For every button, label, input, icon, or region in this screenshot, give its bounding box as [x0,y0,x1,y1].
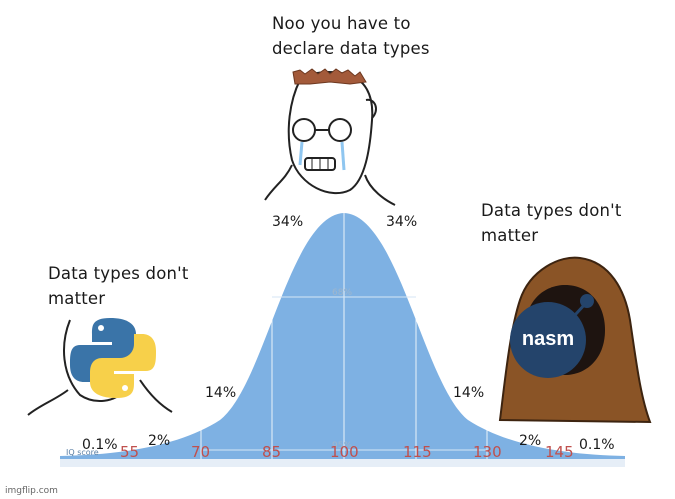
top-caption: Noo you have to declare data types [272,14,430,58]
axis-strip [60,459,625,467]
pct-left-14: 14% [205,385,237,401]
python-logo-icon [70,318,156,398]
pct-center-68: 68% [332,288,353,298]
pct-left-tail: 0.1% [82,437,118,453]
iq-tick-130: 130 [473,443,502,461]
iq-tick-70: 70 [191,443,211,461]
iq-tick-100: 100 [330,443,359,461]
pct-right-34: 34% [386,214,418,230]
iq-tick-85: 85 [262,443,282,461]
left-caption: Data types don't matter [48,264,189,308]
bell-curve-fill [60,213,625,467]
pct-left-34: 34% [272,214,304,230]
pct-right-2: 2% [519,433,542,449]
watermark: imgflip.com [5,486,58,496]
axis-label: IQ score [66,448,99,457]
pct-left-2: 2% [148,433,171,449]
crying-wojak-figure [264,68,396,206]
pct-center-95: 95% [332,441,353,451]
pct-right-14: 14% [453,385,485,401]
nasm-logo-icon [510,294,594,378]
iq-tick-145: 145 [545,443,574,461]
pct-right-tail: 0.1% [579,437,615,453]
iq-tick-115: 115 [403,443,432,461]
right-caption: Data types don't matter [481,201,622,245]
iq-tick-55: 55 [120,443,140,461]
nasm-logo-text: nasm [521,328,575,350]
